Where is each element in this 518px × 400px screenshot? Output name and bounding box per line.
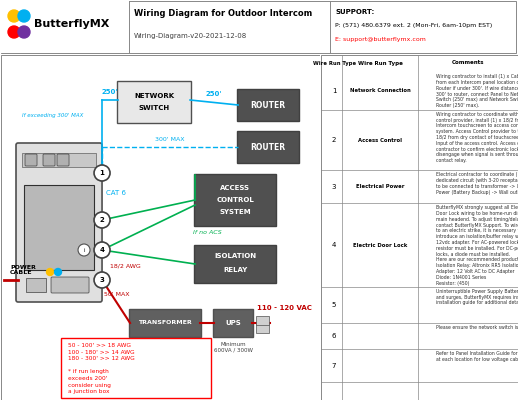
FancyBboxPatch shape	[22, 153, 96, 167]
Circle shape	[94, 165, 110, 181]
Text: ROUTER: ROUTER	[251, 142, 285, 152]
Text: UPS: UPS	[225, 320, 241, 326]
Text: Please ensure the network switch is properly grounded.: Please ensure the network switch is prop…	[436, 325, 518, 330]
Text: 250': 250'	[206, 91, 222, 97]
FancyBboxPatch shape	[1, 54, 320, 400]
Circle shape	[18, 10, 30, 22]
Circle shape	[8, 26, 20, 38]
Text: i: i	[83, 248, 85, 252]
Text: Wiring contractor to coordinate with access
control provider, install (1) x 18/2: Wiring contractor to coordinate with acc…	[436, 112, 518, 163]
FancyBboxPatch shape	[51, 277, 89, 293]
FancyBboxPatch shape	[213, 309, 253, 337]
Circle shape	[18, 26, 30, 38]
Text: 110 - 120 VAC: 110 - 120 VAC	[257, 305, 312, 311]
Circle shape	[94, 212, 110, 228]
FancyBboxPatch shape	[1, 1, 129, 53]
Text: Electrical Power: Electrical Power	[356, 184, 405, 189]
FancyBboxPatch shape	[255, 324, 269, 332]
Circle shape	[8, 10, 20, 22]
Text: Wire Run Type: Wire Run Type	[312, 60, 356, 66]
Text: P: (571) 480.6379 ext. 2 (Mon-Fri, 6am-10pm EST): P: (571) 480.6379 ext. 2 (Mon-Fri, 6am-1…	[335, 24, 492, 28]
FancyBboxPatch shape	[194, 245, 276, 283]
Text: NETWORK: NETWORK	[134, 93, 174, 99]
FancyBboxPatch shape	[237, 89, 299, 121]
Text: 18/2 AWG: 18/2 AWG	[110, 264, 141, 268]
Text: SWITCH: SWITCH	[138, 105, 169, 111]
Text: RELAY: RELAY	[223, 267, 247, 273]
Text: 1: 1	[332, 88, 336, 94]
Text: 1: 1	[99, 170, 105, 176]
FancyBboxPatch shape	[43, 154, 55, 166]
Text: POWER
CABLE: POWER CABLE	[10, 265, 36, 275]
FancyBboxPatch shape	[57, 154, 69, 166]
Text: 300' MAX: 300' MAX	[155, 137, 185, 142]
FancyBboxPatch shape	[117, 81, 191, 123]
Text: SYSTEM: SYSTEM	[219, 209, 251, 215]
FancyBboxPatch shape	[237, 131, 299, 163]
Text: Wire Run Type: Wire Run Type	[358, 60, 401, 66]
Text: 250': 250'	[102, 89, 118, 95]
Text: CONTROL: CONTROL	[216, 197, 254, 203]
FancyBboxPatch shape	[255, 316, 269, 324]
Text: 3: 3	[332, 184, 336, 190]
Text: ButterflyMX strongly suggest all Electrical
Door Lock wiring to be home-run dire: ButterflyMX strongly suggest all Electri…	[436, 205, 518, 286]
Text: CAT 6: CAT 6	[106, 190, 126, 196]
Text: Refer to Panel Installation Guide for additional details. Leave 6' service loop
: Refer to Panel Installation Guide for ad…	[436, 351, 518, 362]
Text: 5: 5	[332, 302, 336, 308]
Text: SUPPORT:: SUPPORT:	[335, 9, 374, 15]
Text: Wiring Diagram for Outdoor Intercom: Wiring Diagram for Outdoor Intercom	[134, 10, 312, 18]
Text: Wire Run Type: Wire Run Type	[357, 60, 402, 66]
Text: 3: 3	[99, 277, 105, 283]
Text: ACCESS: ACCESS	[220, 185, 250, 191]
Text: Wiring contractor to install (1) x Cat5e/Cat6
from each Intercom panel location : Wiring contractor to install (1) x Cat5e…	[436, 74, 518, 108]
Text: If no ACS: If no ACS	[193, 230, 222, 236]
Text: 2: 2	[332, 137, 336, 143]
Text: Network Connection: Network Connection	[350, 88, 410, 93]
Text: Comments: Comments	[451, 60, 484, 66]
Text: Uninterruptible Power Supply Battery Backup. To prevent voltage drops
and surges: Uninterruptible Power Supply Battery Bac…	[436, 289, 518, 306]
FancyBboxPatch shape	[26, 278, 46, 292]
FancyBboxPatch shape	[194, 174, 276, 226]
Text: 50' MAX: 50' MAX	[104, 292, 130, 296]
Text: Electrical contractor to coordinate (1)
dedicated circuit (with 3-20 receptacle): Electrical contractor to coordinate (1) …	[436, 172, 518, 195]
Circle shape	[94, 272, 110, 288]
Circle shape	[78, 244, 90, 256]
Text: Wiring-Diagram-v20-2021-12-08: Wiring-Diagram-v20-2021-12-08	[134, 33, 247, 39]
Text: Access Control: Access Control	[358, 138, 402, 142]
Text: 4: 4	[99, 247, 105, 253]
Text: Electric Door Lock: Electric Door Lock	[353, 242, 407, 248]
Text: 4: 4	[332, 242, 336, 248]
Text: 7: 7	[332, 362, 336, 368]
FancyBboxPatch shape	[25, 154, 37, 166]
Text: ButterflyMX: ButterflyMX	[34, 19, 109, 29]
FancyBboxPatch shape	[16, 143, 102, 302]
Text: TRANSFORMER: TRANSFORMER	[138, 320, 192, 326]
FancyBboxPatch shape	[129, 309, 201, 337]
Text: ISOLATION: ISOLATION	[214, 253, 256, 259]
FancyBboxPatch shape	[24, 185, 94, 270]
Circle shape	[94, 242, 110, 258]
FancyBboxPatch shape	[61, 338, 211, 398]
Text: If exceeding 300' MAX: If exceeding 300' MAX	[22, 112, 83, 118]
FancyBboxPatch shape	[1, 1, 516, 53]
Text: E: support@butterflymx.com: E: support@butterflymx.com	[335, 38, 426, 42]
FancyBboxPatch shape	[321, 54, 517, 400]
Circle shape	[47, 268, 53, 276]
Text: Minimum
600VA / 300W: Minimum 600VA / 300W	[213, 342, 253, 353]
Text: ROUTER: ROUTER	[251, 100, 285, 110]
Text: 50 - 100' >> 18 AWG
100 - 180' >> 14 AWG
180 - 300' >> 12 AWG

* if run length
e: 50 - 100' >> 18 AWG 100 - 180' >> 14 AWG…	[68, 343, 135, 394]
Text: 2: 2	[99, 217, 105, 223]
Text: 6: 6	[332, 333, 336, 339]
Circle shape	[54, 268, 62, 276]
